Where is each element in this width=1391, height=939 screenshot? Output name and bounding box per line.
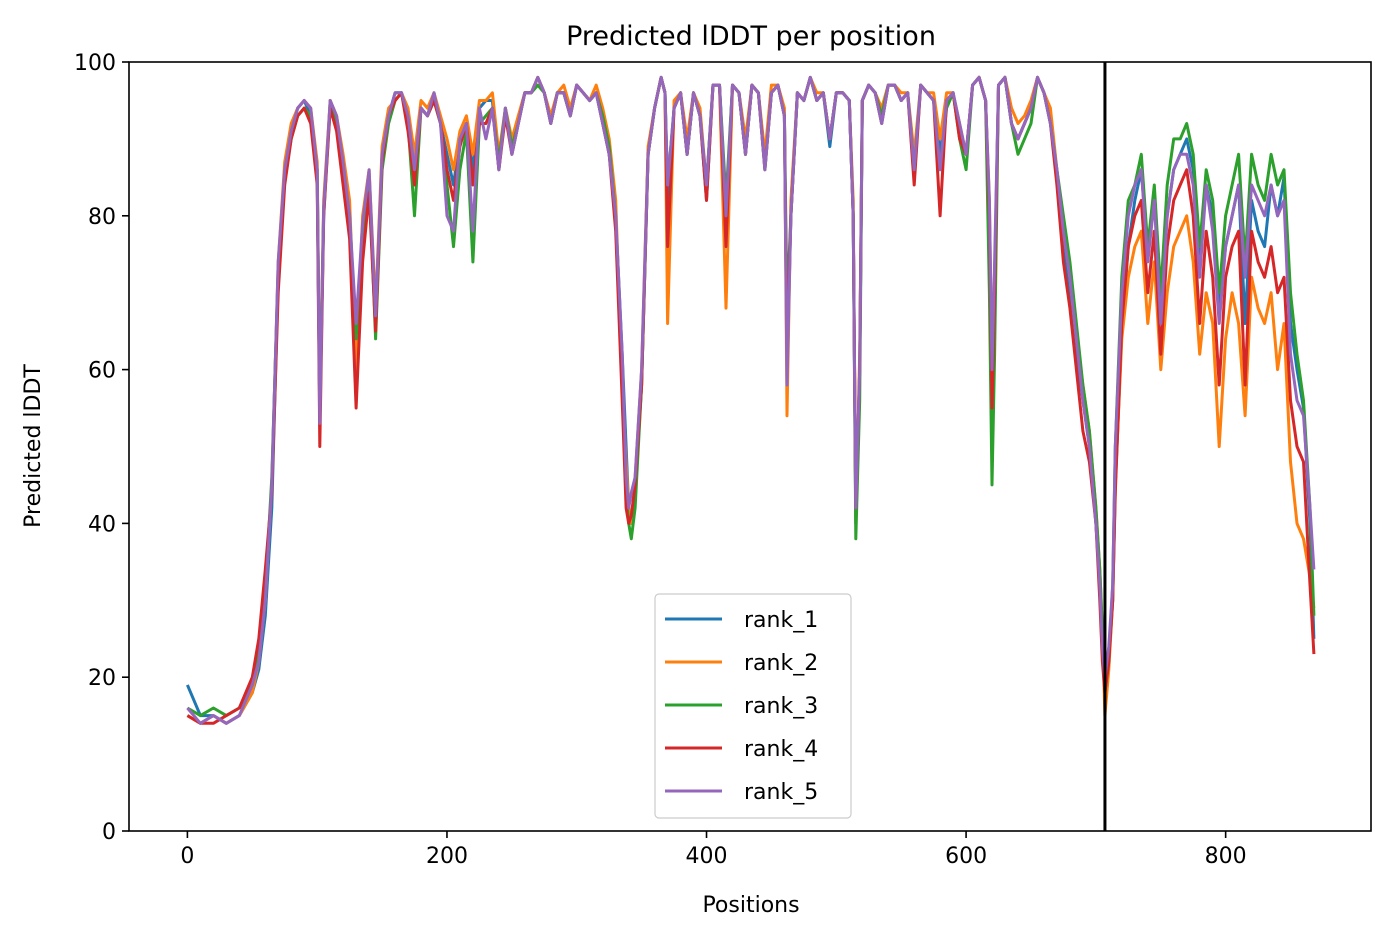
y-tick-label: 60: [88, 359, 116, 384]
legend-label-rank-2: rank_2: [744, 651, 818, 676]
plot-area: [128, 61, 1372, 832]
series-line-rank-5: [186, 75, 1316, 725]
legend: rank_1 rank_2 rank_3 rank_4 rank_5: [654, 593, 852, 819]
axes-frame: [128, 61, 1372, 832]
legend-label-rank-1: rank_1: [744, 608, 818, 633]
legend-label-rank-5: rank_5: [744, 780, 818, 805]
x-tick-label: 400: [686, 844, 728, 869]
x-axis-ticks: 0 200 400 600 800: [180, 831, 1247, 869]
x-tick-label: 600: [945, 844, 987, 869]
x-tick-label: 200: [426, 844, 468, 869]
y-axis-ticks: 0 20 40 60 80 100: [74, 51, 129, 845]
y-tick-label: 100: [74, 51, 116, 76]
x-tick-label: 800: [1205, 844, 1247, 869]
x-tick-label: 0: [180, 844, 194, 869]
y-tick-label: 20: [88, 666, 116, 691]
y-tick-label: 40: [88, 512, 116, 537]
legend-box: [654, 593, 852, 819]
chart-title: Predicted lDDT per position: [566, 21, 936, 52]
y-tick-label: 0: [102, 820, 116, 845]
x-axis-label: Positions: [702, 893, 799, 918]
y-axis-label: Predicted lDDT: [21, 364, 46, 528]
legend-items: rank_1 rank_2 rank_3 rank_4 rank_5: [665, 608, 818, 805]
legend-label-rank-4: rank_4: [744, 737, 818, 762]
legend-label-rank-3: rank_3: [744, 694, 818, 719]
y-tick-label: 80: [88, 205, 116, 230]
series-layer: [186, 75, 1316, 725]
